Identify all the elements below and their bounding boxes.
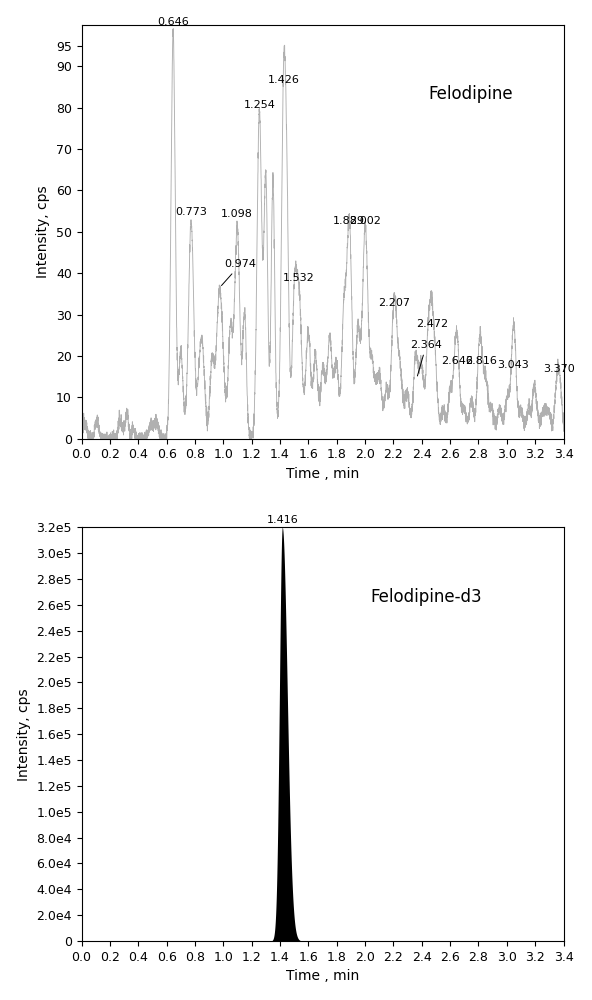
Text: 1.889: 1.889 bbox=[333, 216, 365, 226]
X-axis label: Time , min: Time , min bbox=[286, 467, 359, 481]
X-axis label: Time , min: Time , min bbox=[286, 969, 359, 983]
Text: 1.254: 1.254 bbox=[243, 100, 275, 110]
Text: 1.532: 1.532 bbox=[283, 273, 314, 283]
Text: 0.773: 0.773 bbox=[175, 207, 207, 217]
Text: 2.816: 2.816 bbox=[465, 356, 497, 366]
Text: 1.098: 1.098 bbox=[221, 209, 253, 219]
Text: 3.043: 3.043 bbox=[497, 360, 529, 370]
Text: 0.974: 0.974 bbox=[221, 259, 257, 286]
Text: 0.646: 0.646 bbox=[157, 17, 189, 27]
Text: 1.416: 1.416 bbox=[266, 515, 298, 525]
Text: 2.472: 2.472 bbox=[416, 319, 448, 329]
Y-axis label: Intensity, cps: Intensity, cps bbox=[36, 185, 50, 278]
Text: 3.370: 3.370 bbox=[543, 364, 575, 374]
Text: 2.364: 2.364 bbox=[410, 340, 442, 376]
Y-axis label: Intensity, cps: Intensity, cps bbox=[17, 688, 31, 781]
Text: 2.207: 2.207 bbox=[378, 298, 410, 308]
Text: 2.646: 2.646 bbox=[440, 356, 472, 366]
Text: Felodipine: Felodipine bbox=[429, 85, 513, 103]
Text: 2.002: 2.002 bbox=[349, 216, 381, 226]
Text: 1.426: 1.426 bbox=[268, 75, 300, 85]
Text: Felodipine-d3: Felodipine-d3 bbox=[371, 588, 482, 606]
